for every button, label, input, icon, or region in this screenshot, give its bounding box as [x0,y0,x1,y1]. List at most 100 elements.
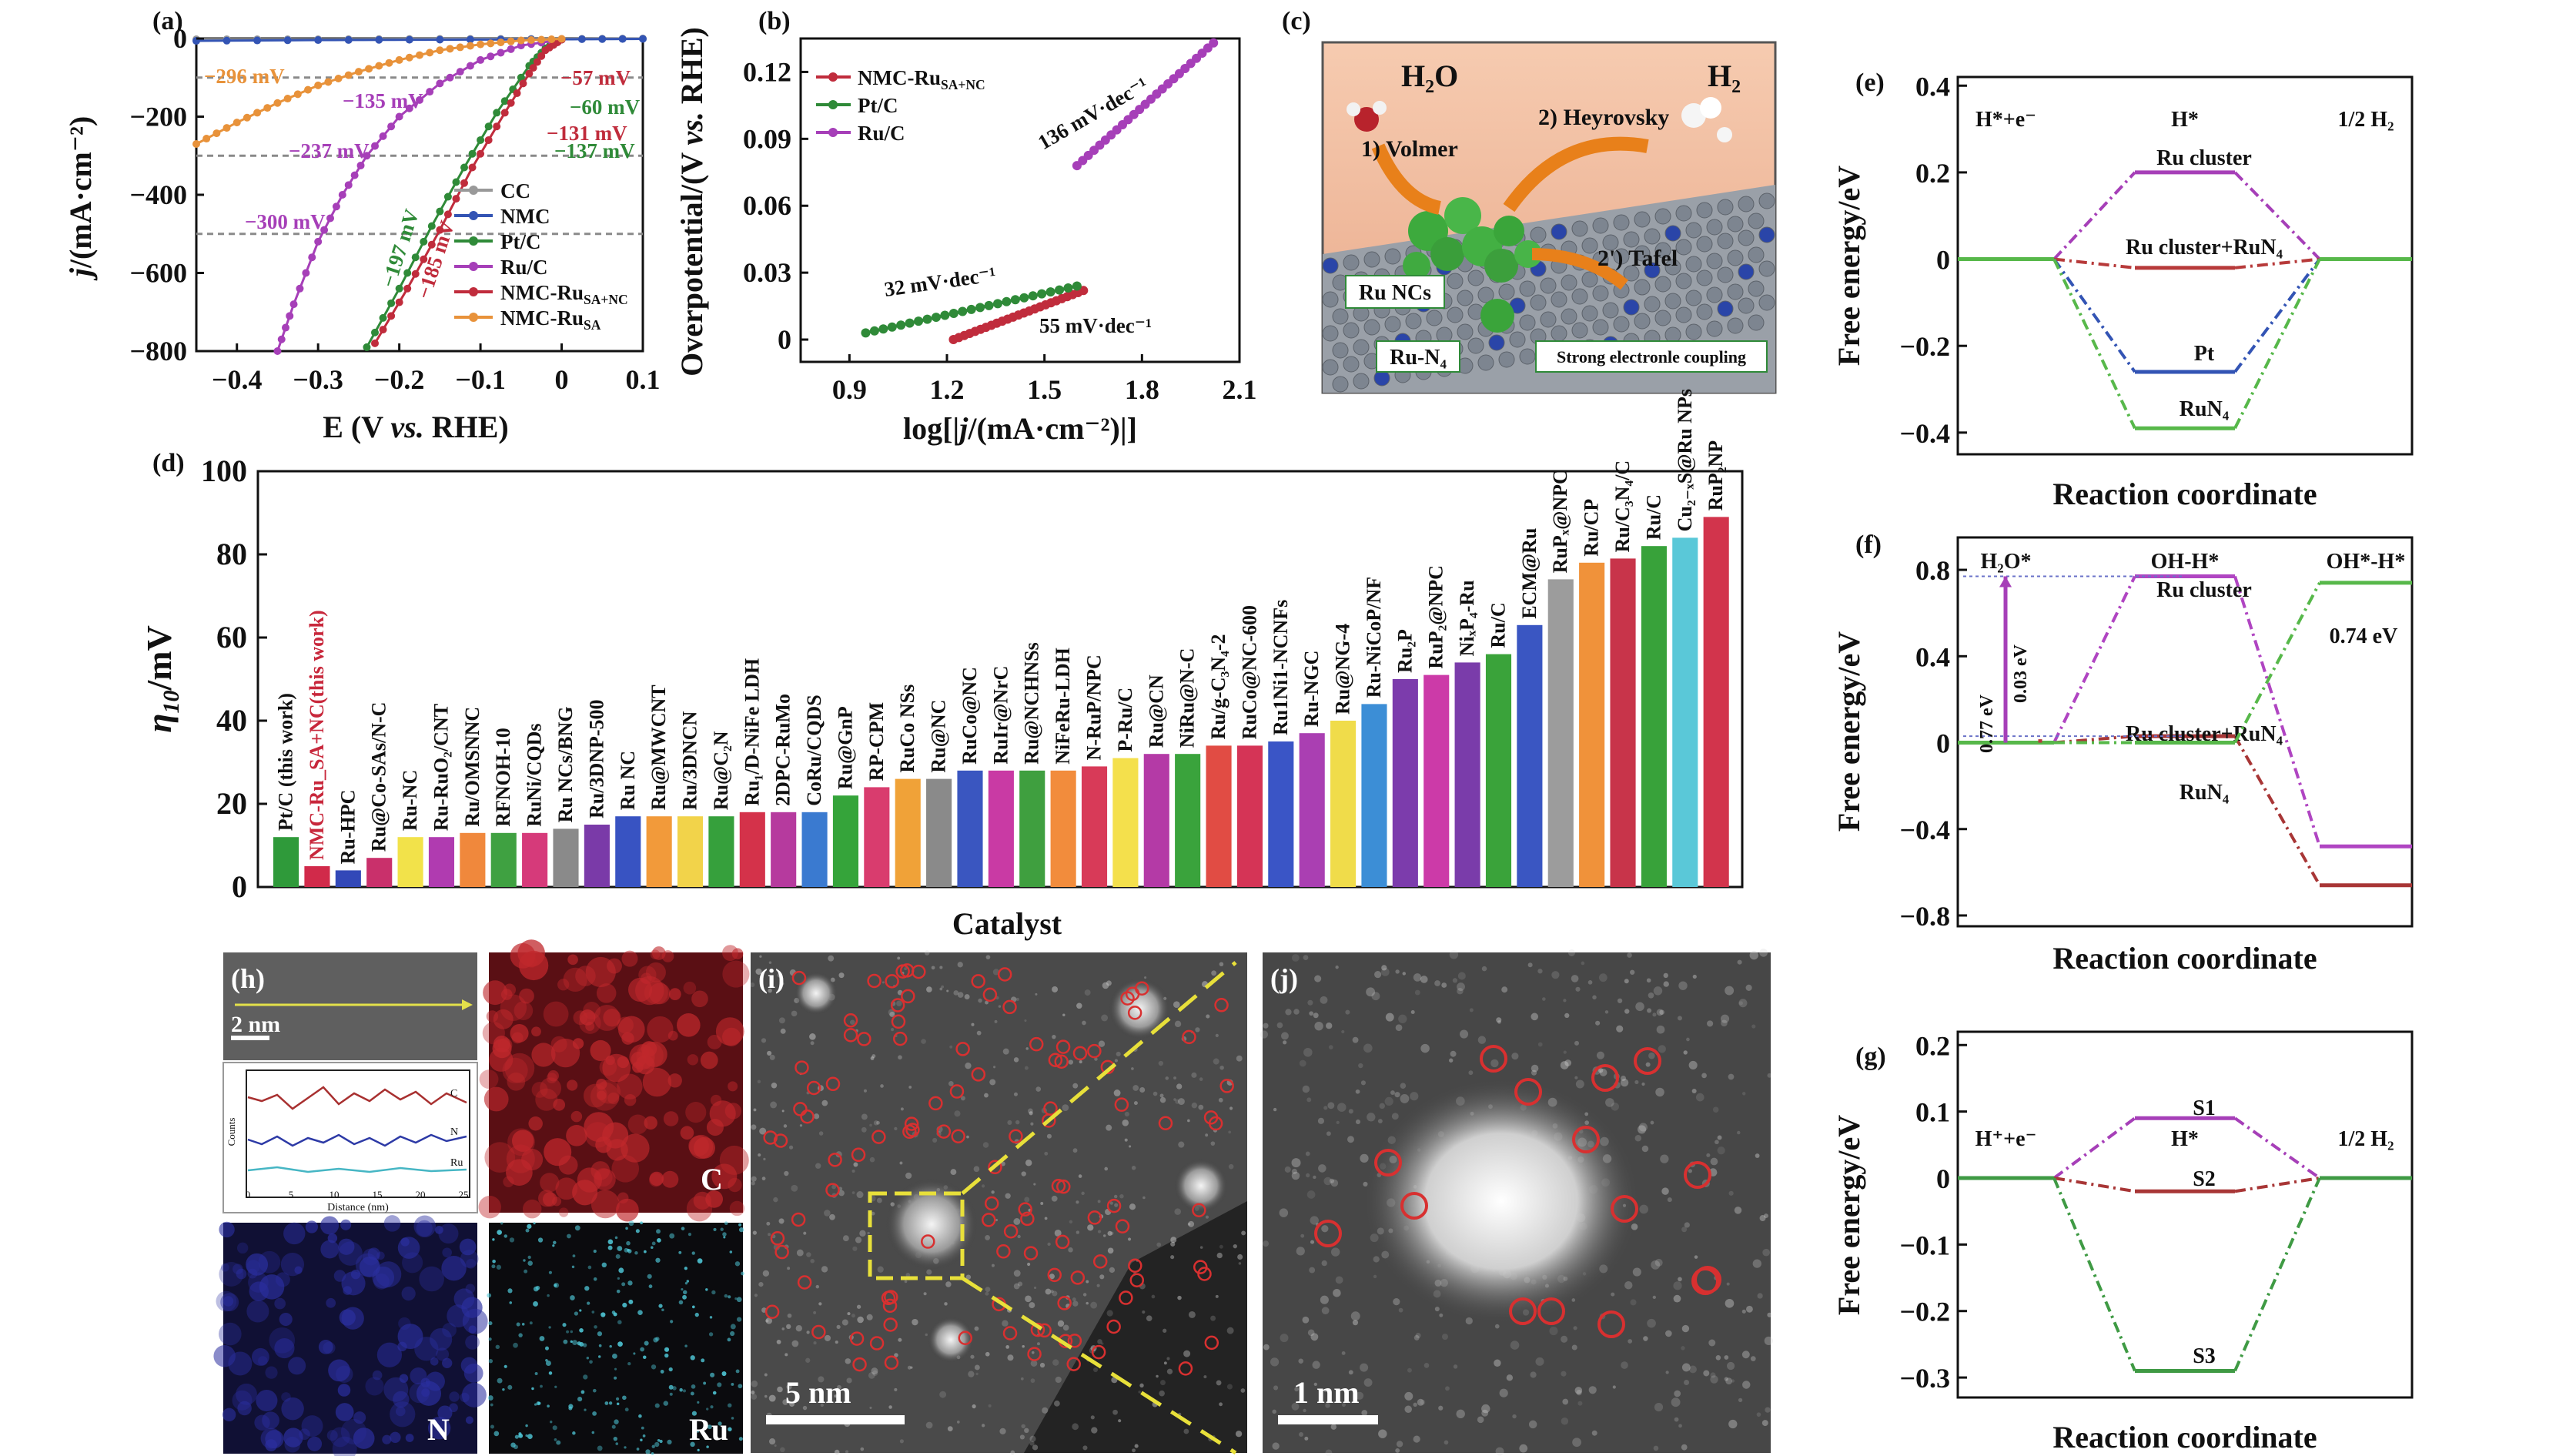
data-point [639,35,647,43]
profile-x-tick: 10 [330,1189,340,1200]
atom-marker [1115,1219,1130,1233]
lattice-atom [1405,313,1422,330]
speckle [1030,1360,1038,1367]
speckle [484,1142,516,1173]
speckle [889,1012,895,1018]
speckle [547,1404,550,1407]
speckle [1015,1120,1020,1125]
speckle [596,983,617,1003]
speckle [587,1265,592,1270]
speckle [1129,1203,1136,1210]
speckle [1317,1117,1325,1124]
speckle [488,1337,492,1341]
speckle [460,1250,479,1268]
panel-label-a: (a) [152,7,183,35]
speckle [1044,1217,1048,1220]
state-label: H*+e⁻ [1975,108,2036,132]
lattice-atom [1467,337,1484,354]
speckle [1624,1280,1633,1290]
speckle [587,1301,590,1305]
speckle [1323,1177,1332,1186]
speckle [318,1339,333,1354]
lattice-atom [1748,246,1765,263]
speckle [1494,1359,1501,1367]
speckle [1068,1247,1073,1253]
state-label: H* [2171,1127,2199,1151]
speckle [1272,1409,1276,1414]
lattice-atom [1498,283,1515,300]
atom-marker [1128,1258,1142,1273]
atom-marker [881,1290,896,1306]
data-point [466,62,474,70]
coupling-box [1535,340,1768,373]
speckle [791,1340,799,1347]
legend-label: Ru/C [500,256,548,279]
speckle [622,1302,627,1308]
legend-label: Pt/C [858,94,898,117]
speckle [1010,1450,1015,1455]
speckle [1233,1243,1237,1249]
speckle [856,1304,861,1309]
data-point [948,309,958,318]
bar-label: RuCo NSs [896,684,918,773]
bar-label: Ru@NCHNSs [1021,642,1043,765]
speckle [1592,995,1597,1000]
speckle [1106,980,1112,986]
speckle [607,1239,614,1245]
speckle [682,1294,687,1300]
speckle [544,1346,549,1351]
speckle [624,1446,627,1449]
data-point [320,226,329,234]
speckle [1330,1247,1340,1257]
x-tick-label: 2.1 [1223,374,1257,405]
data-point [411,253,420,262]
speckle [834,1449,840,1455]
speckle [419,1266,444,1292]
speckle [964,994,970,1000]
legend-label: Ru/C [858,122,905,145]
panel-h: (h) 2 nm C N Ru 0 5 10 15 20 25 Distance (nm)… [213,939,750,1456]
speckle [777,972,782,978]
speckle [1746,1305,1753,1313]
speckle [973,1166,980,1173]
speckle [1019,1434,1025,1440]
atom-marker [1634,1047,1661,1075]
lattice-atom [1738,297,1755,314]
speckle [655,1337,660,1341]
panel-label-c: (c) [1282,7,1311,35]
bar-label: Ru-NGC [1300,651,1323,728]
speckle [1678,1016,1682,1021]
speckle [531,1081,548,1098]
lattice-atom [1748,280,1765,297]
speckle [1728,1190,1734,1196]
speckle [552,1244,555,1247]
data-point [598,35,607,43]
speckle [1477,1416,1484,1424]
data-point [487,52,495,61]
speckle [552,1425,557,1431]
speckle [1109,1201,1113,1205]
speckle [701,1358,705,1363]
speckle [773,1197,778,1203]
speckle [954,1110,961,1117]
speckle [880,1084,884,1088]
speckle [548,1371,553,1375]
speckle [1013,1283,1020,1290]
data-point [1072,281,1082,291]
profile-x-label: Distance (nm) [327,1202,389,1213]
speckle [1068,1059,1074,1065]
data-point [263,104,272,112]
lattice-atom [1675,273,1692,290]
data-point [371,142,379,150]
speckle [1335,1276,1343,1284]
speckle [483,1086,509,1112]
speckle [637,1310,643,1316]
speckle [284,1436,301,1453]
speckle [1024,1428,1029,1434]
data-point [487,39,495,48]
y-tick-label: 0.8 [1915,555,1950,586]
speckle [985,1287,991,1293]
data-point [1079,286,1089,296]
bar-label: RuNi/CQDs [524,723,546,826]
speckle [554,1385,557,1388]
